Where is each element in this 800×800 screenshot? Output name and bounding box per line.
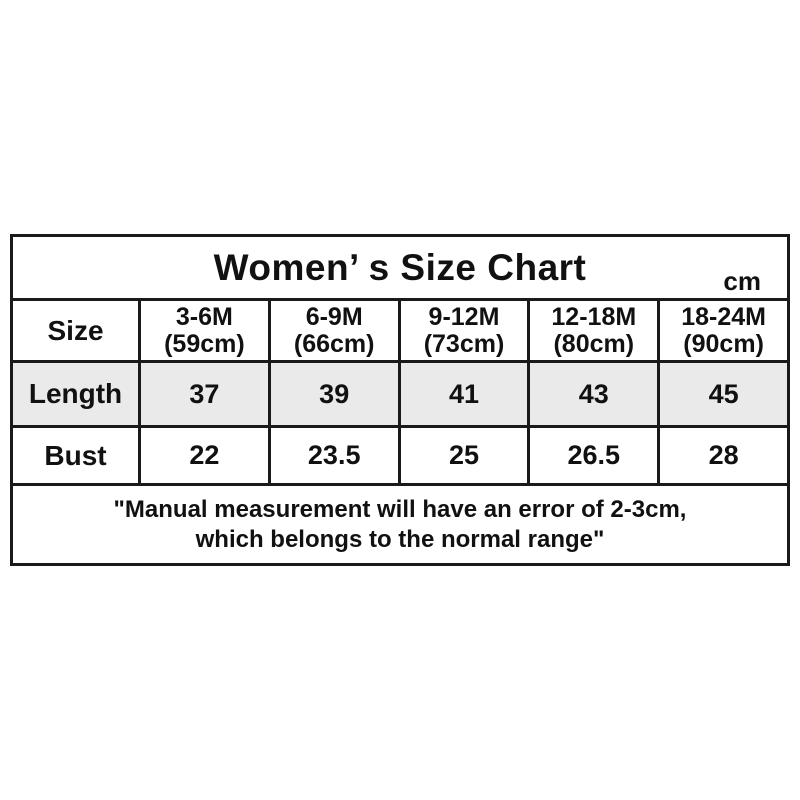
chart-title: Women’ s Size Chart [213, 246, 587, 288]
column-header: 9-12M (73cm) [397, 298, 531, 363]
column-age: 6-9M [305, 302, 363, 331]
column-header: 6-9M (66cm) [267, 298, 401, 363]
bust-value: 25 [397, 425, 531, 486]
bust-value: 28 [657, 425, 790, 486]
column-height: (59cm) [164, 329, 245, 358]
title-row: Women’ s Size Chart cm [10, 234, 790, 301]
note-row: "Manual measurement will have an error o… [10, 483, 790, 566]
column-height: (66cm) [293, 329, 375, 358]
bust-value: 22 [138, 425, 271, 486]
corner-header-size: Size [10, 298, 141, 363]
bust-row: Bust 22 23.5 25 26.5 28 [10, 425, 790, 486]
measurement-note: "Manual measurement will have an error o… [10, 483, 790, 566]
header-row: Size 3-6M (59cm) 6-9M (66cm) 9-12M (73cm… [10, 298, 790, 363]
length-value: 37 [138, 360, 271, 428]
column-height: (80cm) [553, 329, 635, 358]
bust-value: 26.5 [527, 425, 661, 486]
column-age: 18-24M [681, 302, 766, 331]
column-header: 18-24M (90cm) [657, 298, 790, 363]
size-chart-table: Women’ s Size Chart cm Size 3-6M (59cm) … [10, 234, 790, 566]
unit-label: cm [723, 266, 761, 297]
column-height: (73cm) [423, 329, 505, 358]
length-value: 39 [267, 360, 401, 428]
column-age: 9-12M [428, 302, 500, 331]
row-label-length: Length [10, 360, 141, 428]
length-value: 41 [397, 360, 531, 428]
row-label-bust: Bust [10, 425, 141, 486]
column-age: 3-6M [175, 302, 233, 331]
length-row: Length 37 39 41 43 45 [10, 360, 790, 428]
note-line-1: "Manual measurement will have an error o… [113, 496, 687, 524]
length-value: 45 [657, 360, 790, 428]
column-age: 12-18M [551, 302, 637, 331]
bust-value: 23.5 [267, 425, 401, 486]
length-value: 43 [527, 360, 661, 428]
note-line-2: which belongs to the normal range" [195, 525, 605, 553]
column-header: 12-18M (80cm) [527, 298, 661, 363]
column-header: 3-6M (59cm) [138, 298, 271, 363]
column-height: (90cm) [683, 329, 764, 358]
title-cell: Women’ s Size Chart cm [10, 234, 790, 301]
